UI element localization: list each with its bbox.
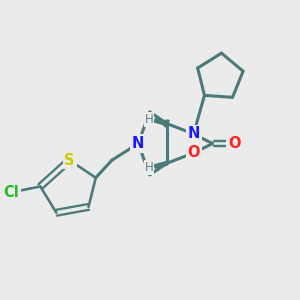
Text: S: S — [64, 153, 75, 168]
Text: H: H — [145, 113, 153, 126]
Text: Cl: Cl — [3, 185, 19, 200]
Text: O: O — [228, 136, 241, 151]
Text: O: O — [187, 146, 200, 160]
Text: H: H — [145, 161, 153, 174]
Text: N: N — [132, 136, 144, 151]
Text: N: N — [188, 126, 200, 141]
